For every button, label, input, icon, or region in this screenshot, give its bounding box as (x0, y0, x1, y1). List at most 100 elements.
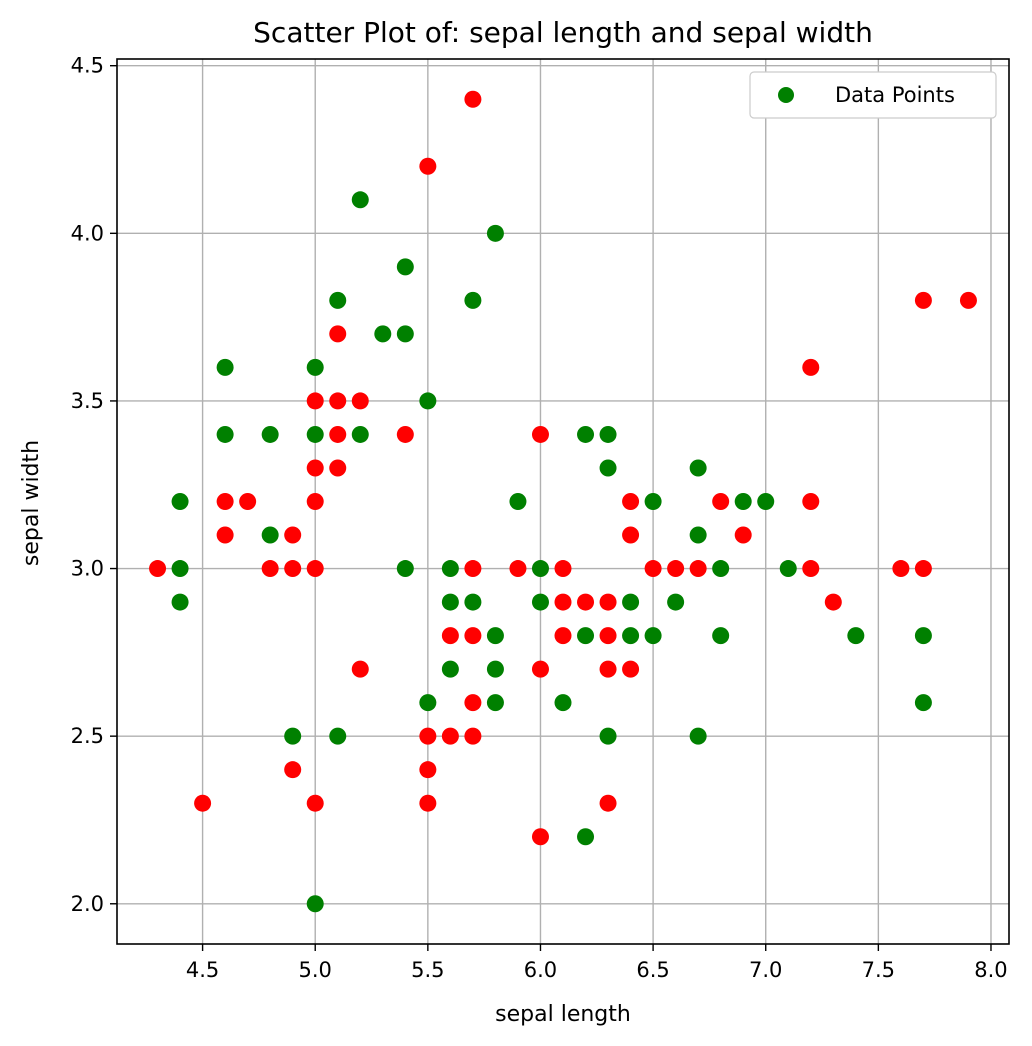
x-axis-label: sepal length (495, 1002, 631, 1027)
data-point (599, 660, 617, 678)
legend-marker (778, 87, 794, 103)
y-tick-label: 2.0 (71, 892, 104, 916)
data-point (531, 593, 549, 611)
data-point (441, 727, 459, 745)
data-point (464, 560, 482, 578)
data-point (531, 660, 549, 678)
data-point (577, 828, 595, 846)
data-point (351, 191, 369, 209)
data-point (689, 459, 707, 477)
data-point (577, 593, 595, 611)
data-point (441, 660, 459, 678)
x-tick-label: 7.0 (749, 958, 782, 982)
data-point (644, 493, 662, 510)
data-point (577, 425, 595, 443)
data-point (599, 425, 617, 443)
data-point (667, 560, 685, 578)
axes (116, 58, 1010, 945)
data-point (216, 425, 234, 443)
data-point (892, 560, 910, 578)
data-point (734, 526, 752, 544)
data-point (599, 794, 617, 812)
y-tick-label: 3.0 (71, 557, 104, 581)
data-point (419, 794, 437, 812)
data-point (622, 493, 640, 510)
data-point (171, 593, 189, 611)
x-tick-label: 5.5 (411, 958, 444, 982)
data-point (329, 459, 347, 477)
data-point (622, 593, 640, 611)
data-point (374, 325, 392, 343)
data-point (149, 560, 167, 578)
data-point (554, 593, 572, 611)
data-point (802, 358, 820, 376)
data-point (216, 493, 234, 510)
data-point (419, 761, 437, 779)
data-point (486, 224, 504, 242)
data-point (194, 794, 212, 812)
data-point (577, 627, 595, 645)
data-point (622, 660, 640, 678)
data-point (622, 526, 640, 544)
data-point (464, 90, 482, 108)
data-point (464, 627, 482, 645)
data-point (757, 493, 775, 510)
data-point (441, 593, 459, 611)
x-tick-label: 8.0 (974, 958, 1007, 982)
data-point (554, 694, 572, 712)
data-point (396, 560, 414, 578)
y-tick-label: 4.5 (71, 54, 104, 78)
data-point (306, 358, 324, 376)
data-point (329, 727, 347, 745)
data-point (599, 459, 617, 477)
data-point (261, 425, 279, 443)
legend-frame (749, 71, 997, 119)
data-point (351, 392, 369, 410)
data-point (531, 425, 549, 443)
data-point (689, 526, 707, 544)
data-point (599, 627, 617, 645)
data-point (802, 493, 820, 510)
data-point (959, 291, 977, 309)
data-point (599, 593, 617, 611)
data-point (171, 560, 189, 578)
data-point (554, 627, 572, 645)
data-point (486, 627, 504, 645)
x-tick-label: 6.0 (524, 958, 557, 982)
data-point (396, 258, 414, 276)
data-point (284, 560, 302, 578)
ticks: 4.5 5.0 5.5 6.0 6.5 7.0 7.5 8.0 2.0 2.5 3.0 3.5 4.0 4… (71, 54, 1008, 982)
legend: Data Points (749, 71, 997, 119)
data-point (622, 627, 640, 645)
data-point (914, 694, 932, 712)
data-point (464, 694, 482, 712)
data-point (239, 493, 257, 510)
data-point (712, 493, 730, 510)
data-point (284, 727, 302, 745)
data-point (306, 392, 324, 410)
data-point (329, 392, 347, 410)
data-point (329, 291, 347, 309)
data-point (351, 425, 369, 443)
data-point (531, 828, 549, 846)
data-point (306, 794, 324, 812)
data-point (329, 325, 347, 343)
data-point (847, 627, 865, 645)
legend-label: Data Points (835, 83, 955, 107)
y-axis-label: sepal width (19, 440, 44, 566)
data-point (486, 694, 504, 712)
data-point (306, 493, 324, 510)
data-point (306, 560, 324, 578)
x-tick-label: 5.0 (299, 958, 332, 982)
data-point (644, 560, 662, 578)
data-point (464, 593, 482, 611)
data-point (306, 425, 324, 443)
data-point (914, 291, 932, 309)
data-point (486, 660, 504, 678)
y-tick-label: 4.0 (71, 221, 104, 245)
data-point (216, 358, 234, 376)
data-point (216, 526, 234, 544)
x-tick-label: 7.5 (862, 958, 895, 982)
data-point (306, 895, 324, 913)
data-point (441, 627, 459, 645)
